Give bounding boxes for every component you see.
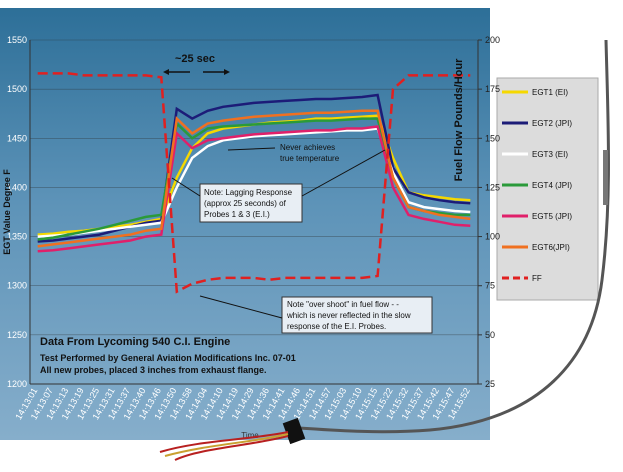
probe-connector (282, 417, 306, 445)
note-box (199, 183, 303, 223)
sky-background (0, 8, 490, 440)
series-line (37, 72, 471, 294)
never-note: Never achieves true temperature (280, 143, 340, 163)
source-line: All new probes, placed 3 inches from exh… (40, 365, 267, 375)
note-line: response of the E.I. Probes. (287, 322, 386, 331)
note-line: true temperature (280, 154, 340, 163)
note-line: which is never reflected in the slow (286, 311, 411, 320)
series-line (37, 127, 471, 238)
note-line: Probes 1 & 3 (E.I.) (204, 210, 270, 219)
legend-box (496, 77, 599, 301)
interval-note: ~25 sec (175, 53, 215, 65)
legend-label: EGT4 (JPI) (532, 181, 572, 190)
arrow (227, 147, 276, 151)
lag-note: Note: Lagging Response (approx 25 second… (204, 188, 294, 219)
probe-tip (603, 150, 608, 205)
y-tick-label: 1350 (7, 232, 27, 242)
y-tick-label: 1550 (7, 35, 27, 45)
legend-label: EGT2 (JPI) (532, 119, 572, 128)
y-tick-label: 1450 (7, 133, 27, 143)
y2-axis-label: Fuel Flow Pounds/Hour (453, 58, 465, 182)
legend-label: EGT5 (JPI) (532, 212, 572, 221)
y-tick-label: 1200 (7, 379, 27, 389)
arrow (171, 177, 201, 197)
y2-tick-label: 50 (485, 330, 495, 340)
y-tick-label: 1400 (7, 182, 27, 192)
arrow (199, 295, 283, 319)
overshoot-note: Note "over shoot" in fuel flow - - which… (286, 300, 413, 331)
source-line: Test Performed by General Aviation Modif… (40, 353, 296, 363)
note-line: Never achieves (280, 143, 335, 152)
legend-label: EGT6(JPI) (532, 243, 570, 252)
note-line: Note "over shoot" in fuel flow - - (287, 300, 399, 309)
y-tick-label: 1250 (7, 330, 27, 340)
y2-tick-label: 175 (485, 84, 500, 94)
legend-label: EGT3 (EI) (532, 150, 568, 159)
y-axis-label: EGT Value Degree F (2, 169, 12, 255)
y-tick-label: 1300 (7, 281, 27, 291)
series-line (37, 125, 471, 253)
y2-tick-label: 100 (485, 232, 500, 242)
note-line: Note: Lagging Response (204, 188, 293, 197)
y2-tick-label: 200 (485, 35, 500, 45)
note-box (281, 296, 433, 334)
x-axis-label: Time (241, 431, 259, 440)
series-line (37, 109, 471, 248)
arrow (301, 149, 386, 197)
series-line (37, 93, 471, 243)
legend-label: FF (532, 274, 542, 283)
probe-wires (159, 431, 289, 461)
note-line: (approx 25 seconds) of (204, 199, 287, 208)
y-tick-label: 1500 (7, 84, 27, 94)
y2-tick-label: 125 (485, 182, 500, 192)
source-title: Data From Lycoming 540 C.I. Engine (40, 336, 230, 348)
probe-wires (164, 433, 289, 457)
legend-label: EGT1 (EI) (532, 88, 568, 97)
y2-tick-label: 25 (485, 379, 495, 389)
probe-cable (299, 39, 610, 434)
y2-tick-label: 75 (485, 281, 495, 291)
y2-tick-label: 150 (485, 133, 500, 143)
